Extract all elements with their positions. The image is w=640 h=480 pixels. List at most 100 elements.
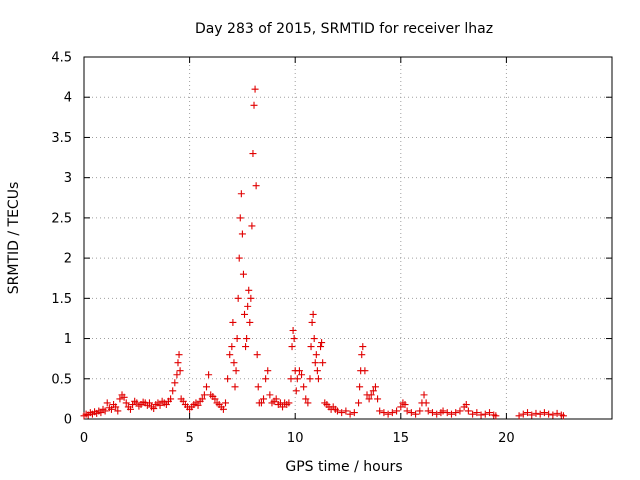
data-point (536, 410, 544, 418)
data-point (246, 318, 254, 326)
data-point (171, 379, 179, 387)
x-tick-label: 5 (185, 431, 193, 446)
data-point (114, 407, 122, 415)
data-point (317, 343, 325, 351)
y-tick-label: 0 (64, 413, 72, 428)
data-point (350, 409, 358, 417)
y-tick-label: 2.5 (51, 211, 72, 226)
data-point (420, 391, 428, 399)
y-axis-label: SRMTID / TECUs (6, 182, 22, 295)
chart-title: Day 283 of 2015, SRMTID for receiver lha… (195, 21, 493, 37)
data-point (447, 410, 455, 418)
data-point (145, 399, 153, 407)
data-point (342, 407, 350, 415)
data-point (234, 294, 242, 302)
data-point (439, 407, 447, 415)
data-point (477, 411, 485, 419)
x-tick-label: 0 (80, 431, 88, 446)
data-point (358, 351, 366, 359)
data-point (107, 405, 115, 413)
data-point (236, 214, 244, 222)
data-point (264, 367, 272, 375)
data-point (232, 367, 240, 375)
data-point (416, 407, 424, 415)
data-point (173, 371, 181, 379)
data-point (473, 409, 481, 417)
data-point (298, 371, 306, 379)
data-point (346, 410, 354, 418)
data-point (376, 407, 384, 415)
data-point (257, 399, 265, 407)
data-point (262, 375, 270, 383)
data-point (175, 351, 183, 359)
data-point (287, 375, 295, 383)
data-point (397, 403, 405, 411)
data-point (380, 409, 388, 417)
data-point (156, 401, 164, 409)
data-point (428, 409, 436, 417)
data-point (101, 407, 109, 415)
data-point (374, 395, 382, 403)
data-point (211, 395, 219, 403)
data-point (528, 411, 536, 419)
data-point (371, 383, 379, 391)
data-point (464, 407, 472, 415)
data-point (492, 412, 500, 420)
data-point (308, 318, 316, 326)
data-point (279, 403, 287, 411)
data-point (219, 405, 227, 413)
data-point (359, 343, 367, 351)
data-point (285, 399, 293, 407)
data-point (519, 410, 527, 418)
data-point (540, 409, 548, 417)
data-point (312, 351, 320, 359)
data-point (174, 359, 182, 367)
data-point (229, 318, 237, 326)
data-point (116, 395, 124, 403)
data-point (311, 359, 319, 367)
data-point (355, 399, 363, 407)
data-point (260, 395, 268, 403)
data-point (205, 371, 213, 379)
x-tick-label: 15 (393, 431, 410, 446)
data-point (200, 391, 208, 399)
data-point (224, 375, 232, 383)
data-point (300, 383, 308, 391)
grid-layer (83, 56, 612, 420)
y-tick-label: 4.5 (51, 51, 72, 66)
data-point (545, 410, 553, 418)
data-point (241, 310, 249, 318)
data-point (176, 367, 184, 375)
data-point (443, 409, 451, 417)
x-tick-label: 20 (498, 431, 515, 446)
data-point (515, 412, 523, 420)
data-point (524, 409, 532, 417)
data-point (307, 343, 315, 351)
data-point (266, 391, 274, 399)
data-point (288, 343, 296, 351)
data-point (112, 403, 120, 411)
data-point (295, 367, 303, 375)
data-point (244, 302, 252, 310)
data-point (167, 395, 175, 403)
data-point (239, 270, 247, 278)
data-point (238, 230, 246, 238)
data-point (122, 399, 130, 407)
data-point (393, 407, 401, 415)
data-point (237, 190, 245, 198)
data-point (235, 254, 243, 262)
data-point (169, 387, 177, 395)
data-point (304, 399, 312, 407)
data-point (247, 294, 255, 302)
data-point (150, 405, 158, 413)
x-tick-labels: 0 5 10 15 20 (80, 431, 515, 446)
data-point (290, 335, 298, 343)
data-point (559, 412, 567, 420)
data-point (253, 351, 261, 359)
data-point (292, 387, 300, 395)
data-point (289, 327, 297, 335)
y-tick-label: 3 (64, 171, 72, 186)
data-point (252, 182, 260, 190)
data-point (103, 399, 111, 407)
